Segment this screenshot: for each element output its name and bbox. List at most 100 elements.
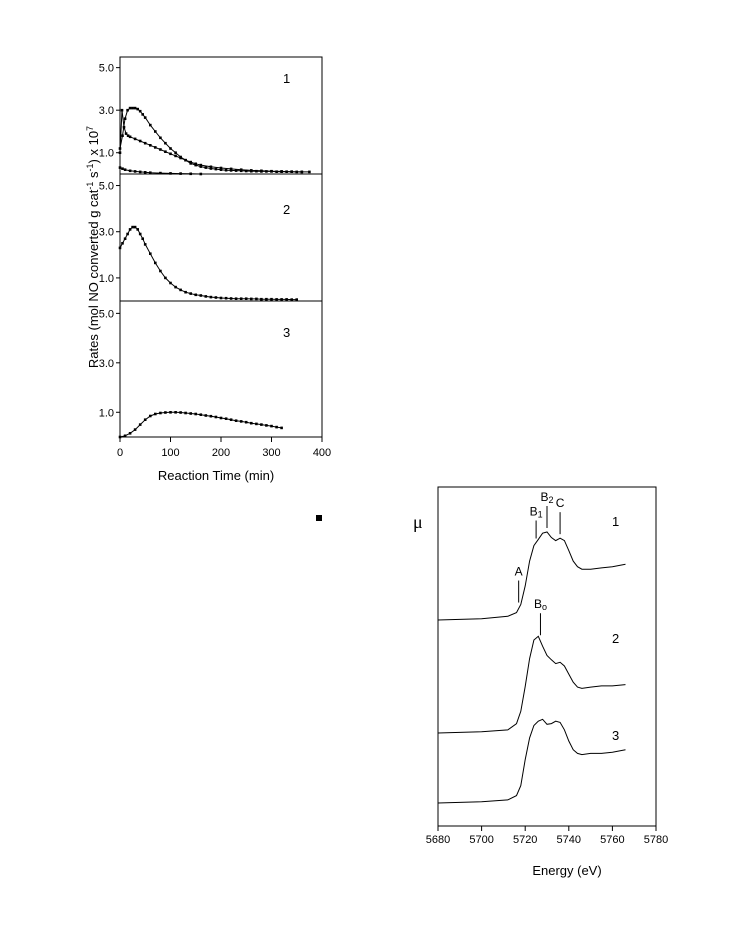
left-point-p2-s1-31 [250,297,253,301]
left-point-p2-s1-29 [239,297,243,300]
left-point-p3-s1-13 [184,411,187,415]
left-point-p2-s1-12 [154,261,157,265]
spectrum-label-3: 3 [612,728,619,743]
left-point-p2-s1-38 [285,298,288,301]
left-point-p1-s1-21 [199,165,203,168]
left-point-p2-s1-40 [295,298,298,301]
left-point-p2-s1-8 [138,232,142,236]
right-x-tick-label-3: 5740 [557,834,581,846]
left-point-p1-s2-2 [122,125,126,129]
panel-label-1: 1 [283,71,290,86]
left-point-p1-s2-14 [174,154,177,158]
left-point-p2-s1-15 [169,281,172,285]
left-point-p2-s1-7 [136,228,139,231]
left-y-tick-label-p3-2: 1.0 [99,407,114,419]
left-point-p2-s1-26 [224,296,228,300]
left-point-p1-s2-27 [280,170,283,173]
left-point-p1-s3-1 [121,167,124,170]
left-y-tick-label-p1-2: 1.0 [99,148,114,160]
left-point-p3-s1-24 [239,420,243,423]
left-point-p2-s1-32 [255,297,258,301]
left-series [118,106,311,439]
left-point-p1-s1-25 [219,168,223,171]
right-x-ticks: 5680 5700 5720 5740 5760 5780 [426,826,668,846]
ylabel-sup-3: 7 [85,126,95,131]
left-point-p1-s1-1 [121,134,124,137]
left-y-tick-label-p3-0: 5.0 [99,308,114,320]
left-point-p1-s3-12 [199,172,203,176]
left-x-ticks: 0 100 200 300 400 [117,437,331,459]
left-point-p1-s2-4 [126,134,130,137]
left-point-p3-s1-5 [143,418,147,421]
left-point-p1-s1-3 [126,108,129,112]
left-point-p1-s2-23 [239,168,243,171]
left-point-p1-s2-20 [209,165,213,169]
left-point-p3-s1-28 [260,423,263,426]
left-point-p3-s1-25 [244,420,248,424]
left-point-p1-s2-7 [138,139,142,143]
left-point-p1-s1-22 [204,166,208,169]
left-point-p3-s1-23 [234,419,238,422]
left-point-p1-s1-30 [244,169,248,173]
left-point-p2-s1-4 [128,228,132,231]
left-point-p1-s1-4 [128,106,132,110]
peak-label-b2: B2 [540,490,553,505]
left-point-p3-s1-29 [265,424,268,427]
left-point-p1-s1-10 [143,116,147,119]
left-point-p1-s2-3 [124,132,128,135]
ylabel-part-end: ) x 10 [86,131,101,164]
spectrum-line-2 [437,635,626,734]
right-x-axis-label: Energy (eV) [532,863,601,878]
peak-label-b1: B1 [530,505,543,520]
left-point-p1-s2-19 [199,163,203,167]
left-point-p1-s1-13 [159,136,162,140]
left-point-p1-s3-3 [128,169,132,173]
left-point-p2-s1-33 [260,297,263,301]
left-point-p1-s3-2 [123,168,127,171]
left-point-p2-s1-11 [149,252,152,255]
left-point-p2-s1-37 [280,298,283,301]
left-point-p3-s1-22 [229,418,233,421]
left-point-p3-s1-1 [123,434,127,438]
left-y-tick-label-p1-1: 3.0 [99,105,114,117]
left-point-p1-s3-0 [118,166,122,169]
right-series [437,531,626,804]
peak-label-a: A [515,565,523,579]
spectrum-label-2: 2 [612,631,619,646]
left-point-p1-s3-10 [179,172,182,175]
left-point-p1-s2-22 [229,167,233,171]
left-point-p2-s1-10 [143,243,147,246]
left-line-p2-s1 [119,226,297,301]
left-y-tick-label-p2-0: 5.0 [99,181,114,193]
left-point-p1-s1-15 [169,147,172,150]
left-point-p1-s1-6 [133,106,137,110]
left-point-p3-s1-32 [280,426,283,430]
left-line-p1-s2 [119,110,310,173]
left-y-tick-label-p1-0: 5.0 [99,63,114,75]
left-point-p1-s3-8 [159,171,162,175]
left-point-p1-s1-16 [174,151,177,154]
left-y-axis-label: Rates (mol NO converted g cat-1 s-1) x 1… [85,126,101,368]
left-point-p1-s2-28 [290,170,293,173]
left-point-p1-s2-21 [219,166,223,170]
left-x-tick-label-2: 200 [212,447,230,459]
left-point-p1-s3-11 [189,172,192,176]
left-point-p2-s1-21 [199,294,203,297]
left-point-p3-s1-4 [138,423,142,426]
left-point-p1-s1-2 [123,117,127,120]
left-point-p1-s3-6 [143,171,147,174]
left-point-p1-s2-26 [270,169,273,173]
left-point-p3-s1-18 [209,414,213,418]
right-x-tick-label-1: 5700 [469,834,493,846]
left-point-p2-s1-23 [209,295,213,299]
left-point-p3-s1-9 [164,411,167,414]
left-point-p1-s1-12 [154,130,157,133]
left-plot-frame [119,56,323,438]
right-plot-frame [437,486,657,827]
left-point-p2-s1-24 [214,296,218,299]
left-point-p1-s3-7 [149,171,152,174]
left-x-tick-label-0: 0 [117,447,123,459]
left-point-p1-s2-17 [189,160,192,164]
left-x-tick-label-3: 300 [262,447,280,459]
